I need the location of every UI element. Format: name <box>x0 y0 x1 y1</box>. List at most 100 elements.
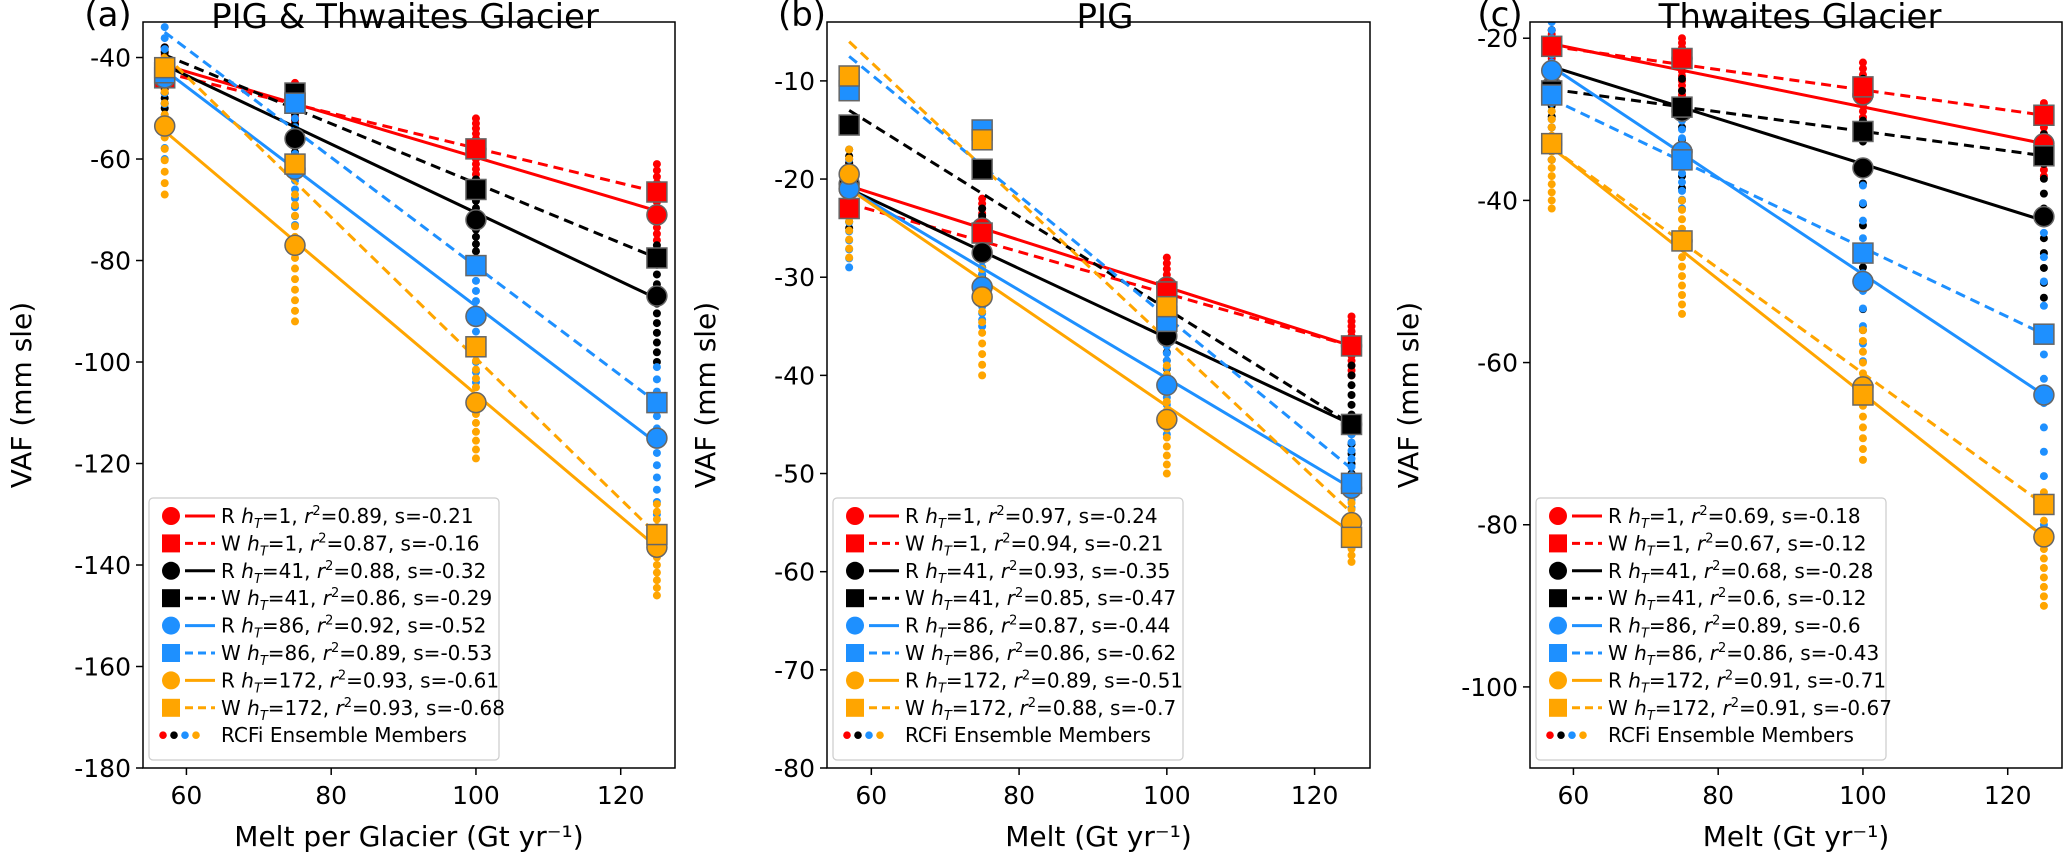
y-tick-label: -80 <box>1477 511 1518 540</box>
legend-h-sub: T <box>260 654 269 669</box>
legend-entry-W41: W hT=41, r2=0.86, s=-0.29 <box>162 586 492 614</box>
marker-R172 <box>971 286 993 308</box>
legend-s-value: -0.21 <box>1112 531 1164 555</box>
legend-sep: , s= <box>395 614 435 638</box>
legend-sep: = <box>339 586 356 610</box>
ensemble-point-R86 <box>2039 301 2048 310</box>
y-tick-label: -20 <box>774 165 815 194</box>
legend-sep: = <box>946 668 963 692</box>
y-tick-label: -80 <box>90 247 131 276</box>
legend-sep: = <box>346 668 363 692</box>
legend-r2-value: 0.89 <box>356 641 401 665</box>
legend-label: W hT=41, r2=0.6, s=-0.12 <box>1608 586 1866 614</box>
ensemble-point-R172 <box>1678 300 1686 309</box>
legend-prefix: R <box>221 614 235 638</box>
ensemble-point-R172 <box>471 427 480 436</box>
ensemble-point-R172 <box>845 235 854 244</box>
legend-r: r <box>304 504 314 528</box>
legend-r2-value: 0.93 <box>363 668 408 692</box>
legend-s-value: -0.12 <box>1815 531 1867 555</box>
legend-s-value: -0.52 <box>435 614 487 638</box>
ensemble-point-R41 <box>1678 86 1686 95</box>
legend-h-value: 86 <box>279 614 304 638</box>
plot-frame <box>1529 21 2063 769</box>
legend-sep: = <box>952 586 969 610</box>
fit-line-W1 <box>164 71 658 194</box>
y-tick-label: -40 <box>90 44 131 73</box>
marker-W1 <box>465 138 487 160</box>
legend-s-value: -0.12 <box>1815 586 1867 610</box>
legend-r-sup: 2 <box>1718 641 1726 656</box>
legend-h: h <box>1622 559 1641 583</box>
legend-sep: = <box>352 696 369 720</box>
legend-marker <box>1549 507 1567 525</box>
ensemble-point-R172 <box>160 144 169 153</box>
legend-label: R hT=172, r2=0.89, s=-0.51 <box>905 668 1183 696</box>
legend-sep: , <box>994 586 1007 610</box>
marker-R172 <box>1156 408 1178 431</box>
legend-h-sub: T <box>944 654 953 669</box>
ensemble-point-R172 <box>978 328 987 337</box>
marker-W172 <box>1156 295 1178 318</box>
panel-b: 60 80 100 120 -80 -70 -60 -50 -40 -30 -20 -10 (b) PIG… <box>689 0 1371 853</box>
legend-r-sup: 2 <box>325 559 333 574</box>
legend-h-value: 1 <box>1666 504 1679 528</box>
ensemble-point-R172 <box>2039 592 2048 601</box>
legend-s-value: -0.61 <box>447 668 499 692</box>
legend-r: r <box>323 586 333 610</box>
ensemble-point-R172 <box>1162 451 1171 460</box>
legend-s-value: -0.28 <box>1822 559 1874 583</box>
ensemble-point-R172 <box>1858 336 1867 345</box>
legend-sep: , s= <box>1066 504 1106 528</box>
legend-sep: = <box>1023 586 1040 610</box>
legend-entry-R86: R hT=86, r2=0.87, s=-0.44 <box>846 614 1170 642</box>
legend-h: h <box>235 559 254 583</box>
x-axis-label: Melt (Gt yr⁻¹) <box>1703 820 1890 853</box>
legend-marker <box>846 698 864 717</box>
legend-sep: , s= <box>1079 614 1119 638</box>
ensemble-point-R41 <box>1347 391 1356 399</box>
legend-label: W hT=41, r2=0.85, s=-0.47 <box>905 586 1176 614</box>
legend-prefix: R <box>221 504 235 528</box>
legend-h-value: 41 <box>1666 559 1691 583</box>
legend-marker <box>846 671 864 690</box>
ensemble-point-R86 <box>1858 234 1867 243</box>
legend-sep: , s= <box>401 641 441 665</box>
marker-W172 <box>284 153 306 175</box>
panel-a: 60 80 100 120 -180 -160 -140 -120 -100 -80 -60 -40 (… <box>5 0 676 853</box>
x-tick-label: 100 <box>452 781 500 810</box>
legend-entry-ensemble: RCFi Ensemble Members <box>1546 723 1854 747</box>
legend-sep: , <box>291 504 304 528</box>
ensemble-point-R86 <box>652 473 661 482</box>
y-tick-label: -40 <box>774 361 815 390</box>
legend-r2-value: 0.92 <box>350 614 395 638</box>
fit-line-R86 <box>848 187 1353 490</box>
legend-r: r <box>1710 641 1720 665</box>
legend-sep: , <box>988 559 1001 583</box>
legend-marker <box>1549 671 1567 690</box>
legend-sep: = <box>1005 504 1022 528</box>
panel-label: (a) <box>84 0 131 35</box>
marker-W41 <box>1852 120 1874 143</box>
legend-r-sup: 2 <box>312 504 320 519</box>
legend-sep: , s= <box>1072 531 1112 555</box>
y-axis-label: VAF (mm sle) <box>1392 302 1425 488</box>
legend-r: r <box>1710 586 1720 610</box>
legend-sep: , <box>1691 614 1704 638</box>
ensemble-point-R86 <box>652 485 661 494</box>
ensemble-point-R172 <box>978 339 987 348</box>
ensemble-point-R172 <box>471 365 480 374</box>
legend-sep: = <box>268 641 285 665</box>
legend-entry-W172: W hT=172, r2=0.93, s=-0.68 <box>162 696 505 724</box>
ensemble-point-R172 <box>1678 205 1686 214</box>
marker-R172 <box>838 163 860 185</box>
legend-h-value: 1 <box>963 504 976 528</box>
legend-sep: , s= <box>1794 668 1834 692</box>
legend-r-sup: 2 <box>996 504 1004 519</box>
legend-s-value: -0.68 <box>453 696 505 720</box>
ensemble-point-R172 <box>1678 196 1686 205</box>
marker-R86 <box>1852 270 1874 293</box>
ensemble-point-R86 <box>652 375 661 384</box>
ensemble-point-R86 <box>652 363 661 372</box>
legend-label: R hT=41, r2=0.93, s=-0.35 <box>905 559 1170 587</box>
